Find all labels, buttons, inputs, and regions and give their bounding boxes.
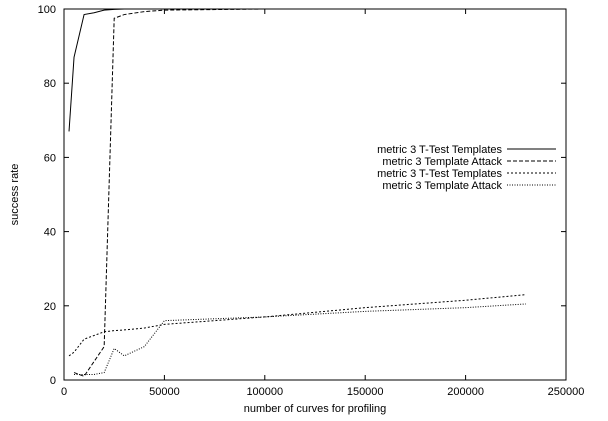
- series-group: [68, 8, 526, 377]
- y-axis-label: success rate: [9, 164, 21, 226]
- x-tick-label: 100000: [246, 386, 283, 398]
- series-line-1: [68, 8, 526, 132]
- x-tick-label: 50000: [149, 386, 180, 398]
- legend-label-3: metric 3 T-Test Templates: [377, 168, 502, 180]
- y-tick-label: 80: [44, 78, 56, 90]
- y-tick-label: 0: [50, 375, 56, 387]
- x-tick-label: 250000: [548, 386, 585, 398]
- y-tick-label: 20: [44, 301, 56, 313]
- plot-frame: [63, 8, 567, 381]
- x-tick-label: 0: [61, 386, 67, 398]
- legend-label-2: metric 3 Template Attack: [382, 156, 502, 168]
- legend-label-4: metric 3 Template Attack: [382, 180, 502, 192]
- y-tick-label: 100: [38, 4, 56, 16]
- plot-frame-group: [63, 8, 567, 381]
- x-axis-ticks: 0 50000 100000 150000 200000 250000: [61, 9, 584, 398]
- y-axis-ticks: 0 20 40 60 80 100: [38, 4, 566, 387]
- series-line-4: [74, 303, 526, 375]
- y-tick-label: 40: [44, 227, 56, 239]
- series-line-2: [73, 8, 526, 377]
- y-tick-label: 60: [44, 152, 56, 164]
- x-axis-label: number of curves for profiling: [244, 403, 386, 415]
- x-tick-label: 150000: [347, 386, 384, 398]
- series-line-3: [68, 294, 526, 357]
- legend-label-1: metric 3 T-Test Templates: [377, 144, 502, 156]
- x-tick-label: 200000: [447, 386, 484, 398]
